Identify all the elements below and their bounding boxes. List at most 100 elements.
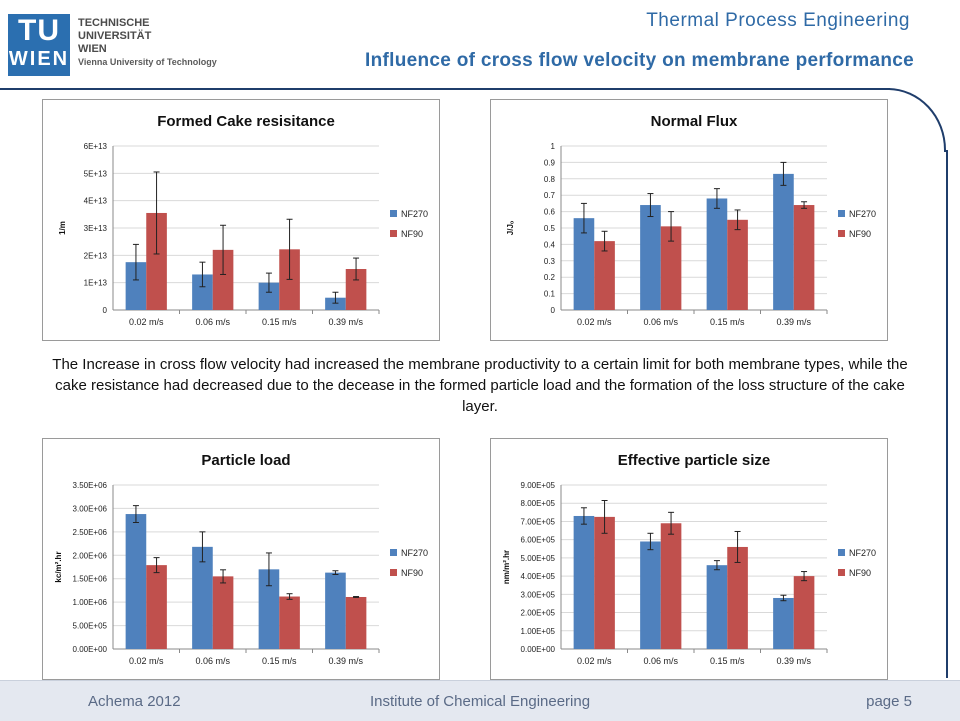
legend-swatch <box>838 210 845 217</box>
bar-nf270 <box>125 514 147 649</box>
y-axis-label: 1/m <box>58 221 67 235</box>
x-tick-label: 0.06 m/s <box>195 656 230 666</box>
y-tick-label: 5.00E+05 <box>521 554 556 563</box>
y-tick-label: 2E+13 <box>84 251 108 260</box>
bar-nf90 <box>212 249 234 310</box>
y-tick-label: 0.2 <box>544 273 556 282</box>
y-tick-label: 1.50E+06 <box>73 575 108 584</box>
y-tick-label: 0.00E+00 <box>73 645 108 654</box>
footer-institute: Institute of Chemical Engineering <box>369 693 591 710</box>
x-tick-label: 0.06 m/s <box>195 317 230 327</box>
chart-formed-cake-resistance: Formed Cake resisitance 0 1E+13 2E+13 3E+13 4… <box>42 99 440 341</box>
bar-nf90 <box>727 219 748 310</box>
bar-nf90 <box>660 226 682 310</box>
bar-nf270 <box>640 205 661 310</box>
y-tick-label: 6E+13 <box>84 142 108 151</box>
y-tick-label: 0.6 <box>544 208 556 217</box>
chart-title: Formed Cake resisitance <box>157 113 335 130</box>
frame-corner <box>886 88 946 152</box>
bar-nf90 <box>279 596 300 649</box>
bar-nf270 <box>573 218 595 310</box>
chart-title: Normal Flux <box>651 113 738 130</box>
y-tick-label: 3.00E+06 <box>73 504 108 513</box>
y-tick-label: 4.00E+05 <box>521 572 556 581</box>
y-tick-label: 0 <box>103 306 108 315</box>
y-axis-label: J/Jₒ <box>506 220 515 235</box>
logo-line-2: UNIVERSITÄT <box>78 30 152 42</box>
chart-svg-normal-flux: Normal Flux 0 0.1 0.2 0.3 0.4 0.5 0.6 0.7 0.8 0.9 1… <box>506 113 876 327</box>
y-tick-label: 0 <box>551 306 556 315</box>
chart-title: Effective particle size <box>618 452 771 469</box>
caption-text: The Increase in cross flow velocity had … <box>52 356 908 415</box>
bar-nf90 <box>594 516 615 649</box>
y-tick-label: 0.1 <box>544 290 556 299</box>
legend-label: NF270 <box>401 209 428 219</box>
legend-swatch <box>390 230 397 237</box>
legend-label: NF270 <box>849 209 876 219</box>
bar-nf270 <box>573 515 595 649</box>
bar-nf90 <box>345 596 367 649</box>
y-tick-label: 0.3 <box>544 257 556 266</box>
bar-nf270 <box>192 546 213 649</box>
legend-label: NF270 <box>401 548 428 558</box>
y-tick-label: 0.9 <box>544 158 556 167</box>
legend-label: NF90 <box>401 229 423 239</box>
legend-label: NF90 <box>401 568 423 578</box>
x-tick-label: 0.39 m/s <box>776 317 811 327</box>
frame-line-top <box>0 88 890 90</box>
chart-normal-flux: Normal Flux 0 0.1 0.2 0.3 0.4 0.5 0.6 0.7 0.8 0.9 1… <box>490 99 888 341</box>
bar-nf270 <box>125 262 147 310</box>
bar-nf270 <box>325 572 346 649</box>
x-tick-label: 0.39 m/s <box>328 656 363 666</box>
bar-nf90 <box>212 576 234 649</box>
slide-title: Influence of cross flow velocity on memb… <box>365 50 914 71</box>
legend-label: NF270 <box>849 548 876 558</box>
tu-wien-logo: TU WIEN <box>8 14 70 76</box>
bar-nf90 <box>345 269 367 310</box>
x-tick-label: 0.06 m/s <box>643 656 678 666</box>
y-tick-label: 2.00E+05 <box>521 609 556 618</box>
bar-nf90 <box>146 212 167 310</box>
legend-swatch <box>838 230 845 237</box>
y-tick-label: 1.00E+05 <box>521 627 556 636</box>
y-tick-label: 1.00E+06 <box>73 598 108 607</box>
y-tick-label: 3.50E+06 <box>73 481 108 490</box>
legend-swatch <box>838 569 845 576</box>
frame-line-right <box>946 150 948 678</box>
logo-line-1: TECHNISCHE <box>78 17 150 29</box>
logo-line-4: Vienna University of Technology <box>78 57 217 67</box>
y-tick-label: 0.8 <box>544 175 556 184</box>
bar-nf90 <box>793 576 815 649</box>
y-tick-label: 5E+13 <box>84 169 108 178</box>
bar-nf90 <box>594 241 615 310</box>
header: TU WIEN TECHNISCHE UNIVERSITÄT WIEN Vien… <box>0 0 960 88</box>
chart-title: Particle load <box>201 452 290 469</box>
university-name: TECHNISCHE UNIVERSITÄT WIEN Vienna Unive… <box>78 17 217 69</box>
y-tick-label: 0.00E+00 <box>521 645 556 654</box>
legend-swatch <box>390 549 397 556</box>
y-tick-label: 6.00E+05 <box>521 536 556 545</box>
x-tick-label: 0.15 m/s <box>262 317 297 327</box>
bar-nf270 <box>773 173 794 310</box>
x-tick-label: 0.02 m/s <box>577 317 612 327</box>
y-tick-label: 5.00E+05 <box>73 622 108 631</box>
y-tick-label: 2.00E+06 <box>73 551 108 560</box>
chart-svg-particle-load: Particle load 0.00E+00 5.00E+05 1.00E+06 1.5… <box>54 452 428 666</box>
x-tick-label: 0.15 m/s <box>710 317 745 327</box>
presentation-title: Thermal Process Engineering <box>646 10 910 31</box>
bar-nf270 <box>192 274 213 310</box>
legend-swatch <box>838 549 845 556</box>
legend-label: NF90 <box>849 229 871 239</box>
y-tick-label: 1 <box>551 142 556 151</box>
y-tick-label: 1E+13 <box>84 279 108 288</box>
bar-nf90 <box>793 205 815 310</box>
y-axis-label: nm/m².hr <box>502 550 511 584</box>
y-tick-label: 4E+13 <box>84 197 108 206</box>
y-tick-label: 3E+13 <box>84 224 108 233</box>
y-tick-label: 0.5 <box>544 224 556 233</box>
bar-nf90 <box>146 565 167 649</box>
x-tick-label: 0.02 m/s <box>129 317 164 327</box>
bar-nf270 <box>640 541 661 649</box>
legend-swatch <box>390 210 397 217</box>
y-tick-label: 8.00E+05 <box>521 499 556 508</box>
